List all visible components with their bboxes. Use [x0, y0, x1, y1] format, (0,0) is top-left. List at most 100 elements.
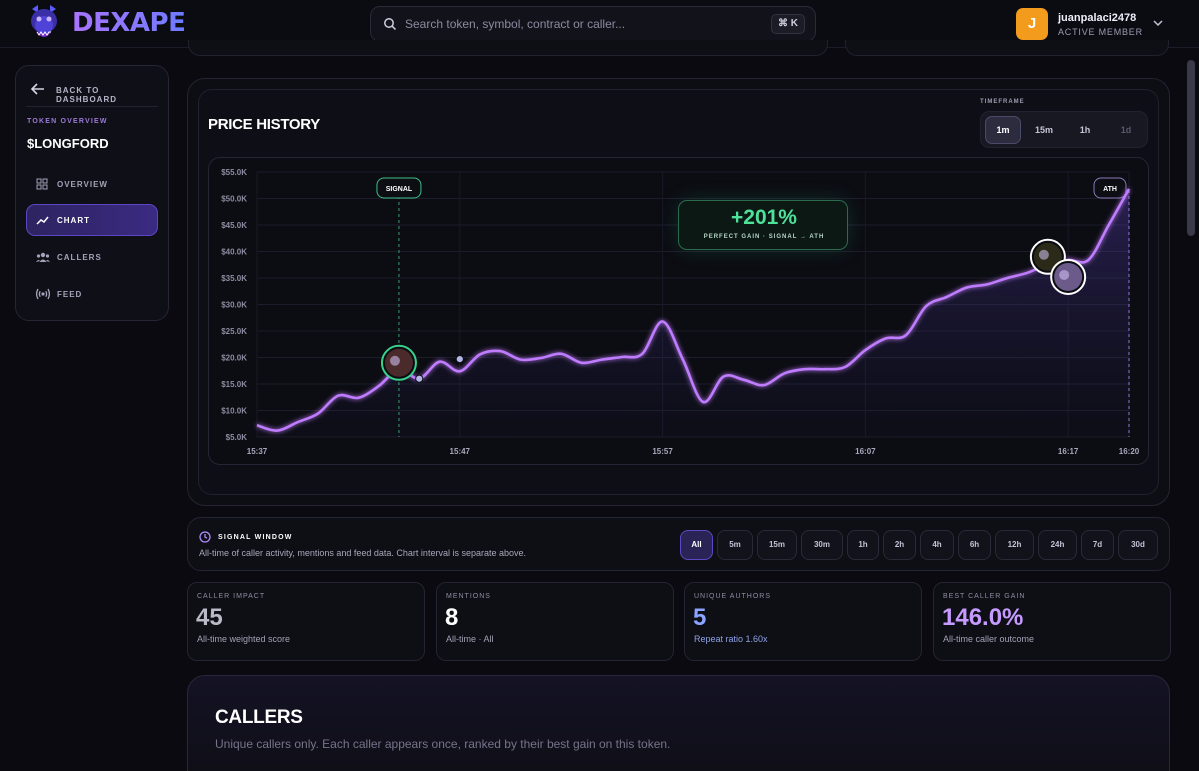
timeframe-15m-button[interactable]: 15m [1034, 125, 1053, 135]
y-tick-label: $40.0K [221, 248, 247, 257]
signal-window-title: SIGNAL WINDOW [218, 534, 293, 541]
window-30m-button[interactable]: 30m [801, 530, 843, 560]
window-12h-button[interactable]: 12h [995, 530, 1034, 560]
y-tick-label: $30.0K [221, 301, 247, 310]
y-tick-label: $20.0K [221, 354, 247, 363]
broadcast-icon [36, 288, 50, 300]
stat-card-mentions: MENTIONS 8 All-time · All [436, 582, 674, 661]
search-shortcut-badge: ⌘ K [771, 14, 805, 34]
stat-value: 146.0% [942, 604, 1024, 631]
stat-label: MENTIONS [446, 593, 491, 600]
data-point-dot [415, 374, 424, 383]
caller-avatar-detail [389, 355, 400, 366]
y-tick-label: $25.0K [221, 327, 247, 336]
back-to-dashboard-link[interactable]: BACK TO DASHBOARD [30, 78, 160, 104]
nav-item-chart[interactable]: CHART [26, 204, 158, 236]
divider [26, 106, 158, 107]
grid-icon [36, 178, 48, 190]
section-label: TOKEN OVERVIEW [27, 118, 108, 125]
stat-card-unique-authors: UNIQUE AUTHORS 5 Repeat ratio 1.60x [684, 582, 922, 661]
y-tick-label: $45.0K [221, 221, 247, 230]
nav-label: FEED [57, 290, 83, 299]
x-tick-label: 15:37 [247, 447, 268, 456]
ape-logo-icon[interactable] [26, 3, 62, 45]
signal-marker-badge [376, 177, 422, 199]
window-4h-button[interactable]: 4h [920, 530, 954, 560]
marker-label: ATH [1103, 186, 1117, 193]
stat-label: CALLER IMPACT [197, 593, 266, 600]
price-history-title: PRICE HISTORY [208, 116, 320, 133]
callers-title: CALLERS [215, 707, 303, 728]
nav-label: CHART [57, 216, 90, 225]
data-point-dot [455, 354, 464, 364]
search-bar[interactable]: Search token, symbol, contract or caller… [370, 6, 816, 42]
signal-window-description: All-time of caller activity, mentions an… [199, 548, 526, 558]
arrow-left-icon [30, 83, 44, 95]
window-24h-button[interactable]: 24h [1038, 530, 1077, 560]
window-5m-button[interactable]: 5m [717, 530, 753, 560]
x-tick-label: 16:20 [1119, 447, 1140, 456]
stat-label: BEST CALLER GAIN [943, 593, 1026, 600]
x-tick-label: 16:17 [1058, 447, 1079, 456]
stat-sub: All-time weighted score [197, 634, 291, 644]
window-2h-button[interactable]: 2h [883, 530, 916, 560]
user-name[interactable]: juanpalaci2478 [1058, 12, 1137, 24]
window-1h-button[interactable]: 1h [847, 530, 879, 560]
stat-value: 45 [196, 604, 223, 631]
chevron-down-icon[interactable] [1152, 18, 1164, 28]
users-icon [36, 252, 50, 262]
stat-card-best-caller-gain: BEST CALLER GAIN 146.0% All-time caller … [933, 582, 1171, 661]
marker-label: SIGNAL [386, 186, 413, 193]
timeframe-1h-button[interactable]: 1h [1079, 125, 1091, 135]
brand-name[interactable]: DEXAPE [72, 8, 186, 38]
window-6h-button[interactable]: 6h [958, 530, 991, 560]
gain-caption: PERFECT GAIN · SIGNAL → ATH [703, 234, 825, 240]
top-card-edge [188, 40, 828, 56]
price-area [257, 189, 1129, 437]
clock-icon [199, 531, 211, 543]
signal-window-bar: SIGNAL WINDOW All-time of caller activit… [187, 517, 1170, 571]
timeframe-1d-button[interactable]: 1d [1120, 125, 1132, 135]
y-tick-label: $5.0K [226, 433, 248, 442]
timeframe-selector: 1m 15m 1h 1d [980, 111, 1148, 148]
stat-sub: All-time caller outcome [943, 634, 1035, 644]
x-tick-label: 16:07 [855, 447, 876, 456]
nav-item-callers[interactable]: CALLERS [26, 241, 158, 273]
search-input[interactable]: Search token, symbol, contract or caller… [405, 17, 626, 31]
gain-value: +201% [731, 206, 797, 229]
stat-card-caller-impact: CALLER IMPACT 45 All-time weighted score [187, 582, 425, 661]
nav-label: CALLERS [57, 253, 102, 262]
sidebar: BACK TO DASHBOARD TOKEN OVERVIEW $LONGFO… [15, 65, 169, 321]
x-tick-label: 15:57 [652, 447, 673, 456]
window-all-button[interactable]: All [680, 530, 713, 560]
user-role: ACTIVE MEMBER [1058, 27, 1143, 37]
window-7d-button[interactable]: 7d [1081, 530, 1114, 560]
nav-label: OVERVIEW [57, 180, 108, 189]
price-chart-svg: $55.0K $50.0K $45.0K $40.0K $35.0K $30.0K $25.… [221, 168, 1140, 456]
stat-label: UNIQUE AUTHORS [694, 593, 772, 600]
callers-section: CALLERS Unique callers only. Each caller… [187, 675, 1170, 771]
y-tick-label: $15.0K [221, 380, 247, 389]
nav-item-feed[interactable]: FEED [26, 278, 158, 310]
back-label: BACK TO DASHBOARD [56, 86, 117, 104]
nav-item-overview[interactable]: OVERVIEW [26, 168, 158, 200]
y-tick-label: $10.0K [221, 407, 247, 416]
stat-sub: Repeat ratio 1.60x [694, 634, 768, 644]
timeframe-label: TIMEFRAME [980, 99, 1025, 105]
y-tick-label: $55.0K [221, 168, 247, 177]
caller-avatar-detail [1059, 269, 1070, 280]
scrollbar-thumb[interactable] [1187, 60, 1195, 236]
y-tick-label: $50.0K [221, 195, 247, 204]
window-30d-button[interactable]: 30d [1118, 530, 1158, 560]
window-15m-button[interactable]: 15m [757, 530, 797, 560]
stat-value: 5 [693, 604, 707, 631]
callers-subtitle: Unique callers only. Each caller appears… [215, 737, 671, 751]
search-icon [384, 18, 397, 31]
top-card-edge [845, 40, 1169, 56]
user-avatar[interactable]: J [1016, 8, 1048, 40]
x-tick-label: 15:47 [450, 447, 471, 456]
caller-avatar-detail [1038, 249, 1049, 260]
token-name: $LONGFORD [27, 136, 109, 151]
trend-icon [36, 216, 49, 225]
timeframe-1m-button[interactable]: 1m [985, 116, 1021, 144]
